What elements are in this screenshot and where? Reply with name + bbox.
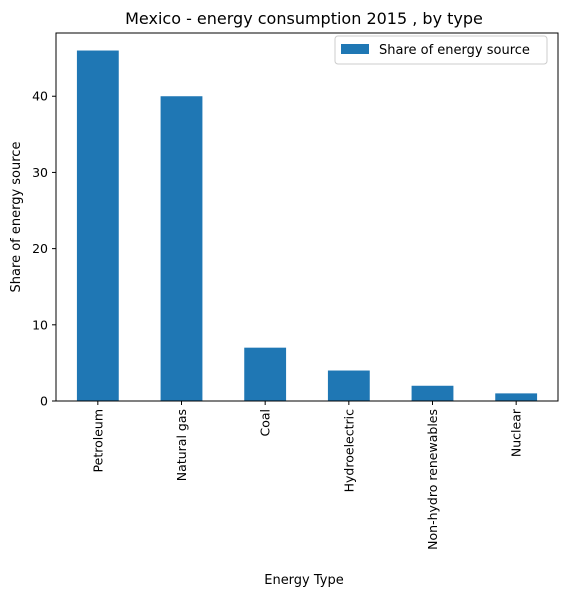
plot-frame <box>55 32 559 402</box>
x-tick-label: Nuclear <box>509 408 524 457</box>
bar <box>244 347 287 401</box>
y-tick-label: 40 <box>32 89 48 104</box>
legend-label: Share of energy source <box>379 43 530 58</box>
bar <box>411 385 454 401</box>
bar <box>160 96 203 401</box>
y-axis-label: Share of energy source <box>9 142 24 293</box>
y-axis: 0 10 20 30 40 <box>32 89 56 409</box>
legend: Share of energy source <box>334 35 548 65</box>
x-tick-label: Hydroelectric <box>341 409 356 492</box>
legend-swatch <box>341 44 369 54</box>
x-axis-label: Energy Type <box>264 573 344 588</box>
x-tick-label: Petroleum <box>90 409 105 472</box>
bar <box>327 370 370 401</box>
y-tick-label: 20 <box>32 241 48 256</box>
y-tick-label: 0 <box>40 394 48 409</box>
x-axis: Petroleum Natural gas Coal Hydroelectric Non… <box>90 401 524 550</box>
bars-group <box>76 50 538 402</box>
y-tick-label: 10 <box>32 317 48 332</box>
bar <box>495 393 538 401</box>
x-tick-label: Non-hydro renewables <box>425 409 440 550</box>
y-tick-label: 30 <box>32 165 48 180</box>
legend-box <box>334 35 548 65</box>
x-tick-label: Natural gas <box>174 409 189 481</box>
chart-title: Mexico - energy consumption 2015 , by ty… <box>125 9 483 28</box>
x-tick-label: Coal <box>258 409 273 437</box>
bar <box>76 50 119 402</box>
